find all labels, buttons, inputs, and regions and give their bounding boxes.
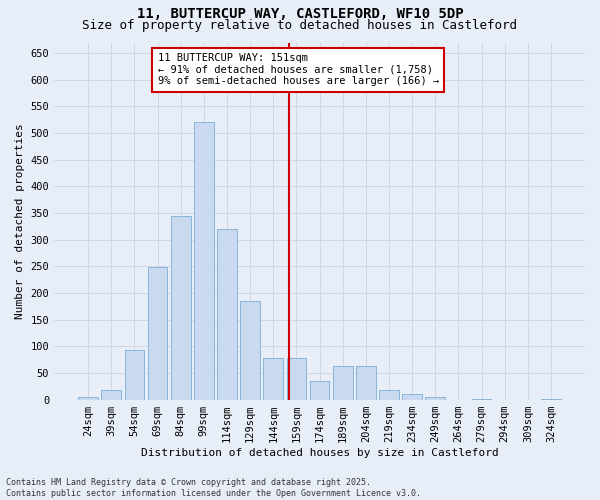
Bar xyxy=(241,301,260,400)
Bar xyxy=(125,350,144,400)
Bar xyxy=(217,229,237,400)
Text: Size of property relative to detached houses in Castleford: Size of property relative to detached ho… xyxy=(83,19,517,32)
Bar xyxy=(425,397,445,400)
Y-axis label: Number of detached properties: Number of detached properties xyxy=(15,123,25,319)
Bar xyxy=(101,390,121,400)
Text: 11 BUTTERCUP WAY: 151sqm
← 91% of detached houses are smaller (1,758)
9% of semi: 11 BUTTERCUP WAY: 151sqm ← 91% of detach… xyxy=(158,53,439,86)
Bar xyxy=(403,394,422,400)
Bar xyxy=(287,358,306,400)
Bar xyxy=(171,216,191,400)
Bar xyxy=(333,366,353,400)
Bar xyxy=(78,397,98,400)
X-axis label: Distribution of detached houses by size in Castleford: Distribution of detached houses by size … xyxy=(141,448,499,458)
Bar xyxy=(310,381,329,400)
Text: 11, BUTTERCUP WAY, CASTLEFORD, WF10 5DP: 11, BUTTERCUP WAY, CASTLEFORD, WF10 5DP xyxy=(137,8,463,22)
Bar xyxy=(263,358,283,400)
Bar xyxy=(194,122,214,400)
Bar xyxy=(379,390,399,400)
Bar xyxy=(541,398,561,400)
Bar xyxy=(148,268,167,400)
Text: Contains HM Land Registry data © Crown copyright and database right 2025.
Contai: Contains HM Land Registry data © Crown c… xyxy=(6,478,421,498)
Bar xyxy=(472,398,491,400)
Bar xyxy=(356,366,376,400)
